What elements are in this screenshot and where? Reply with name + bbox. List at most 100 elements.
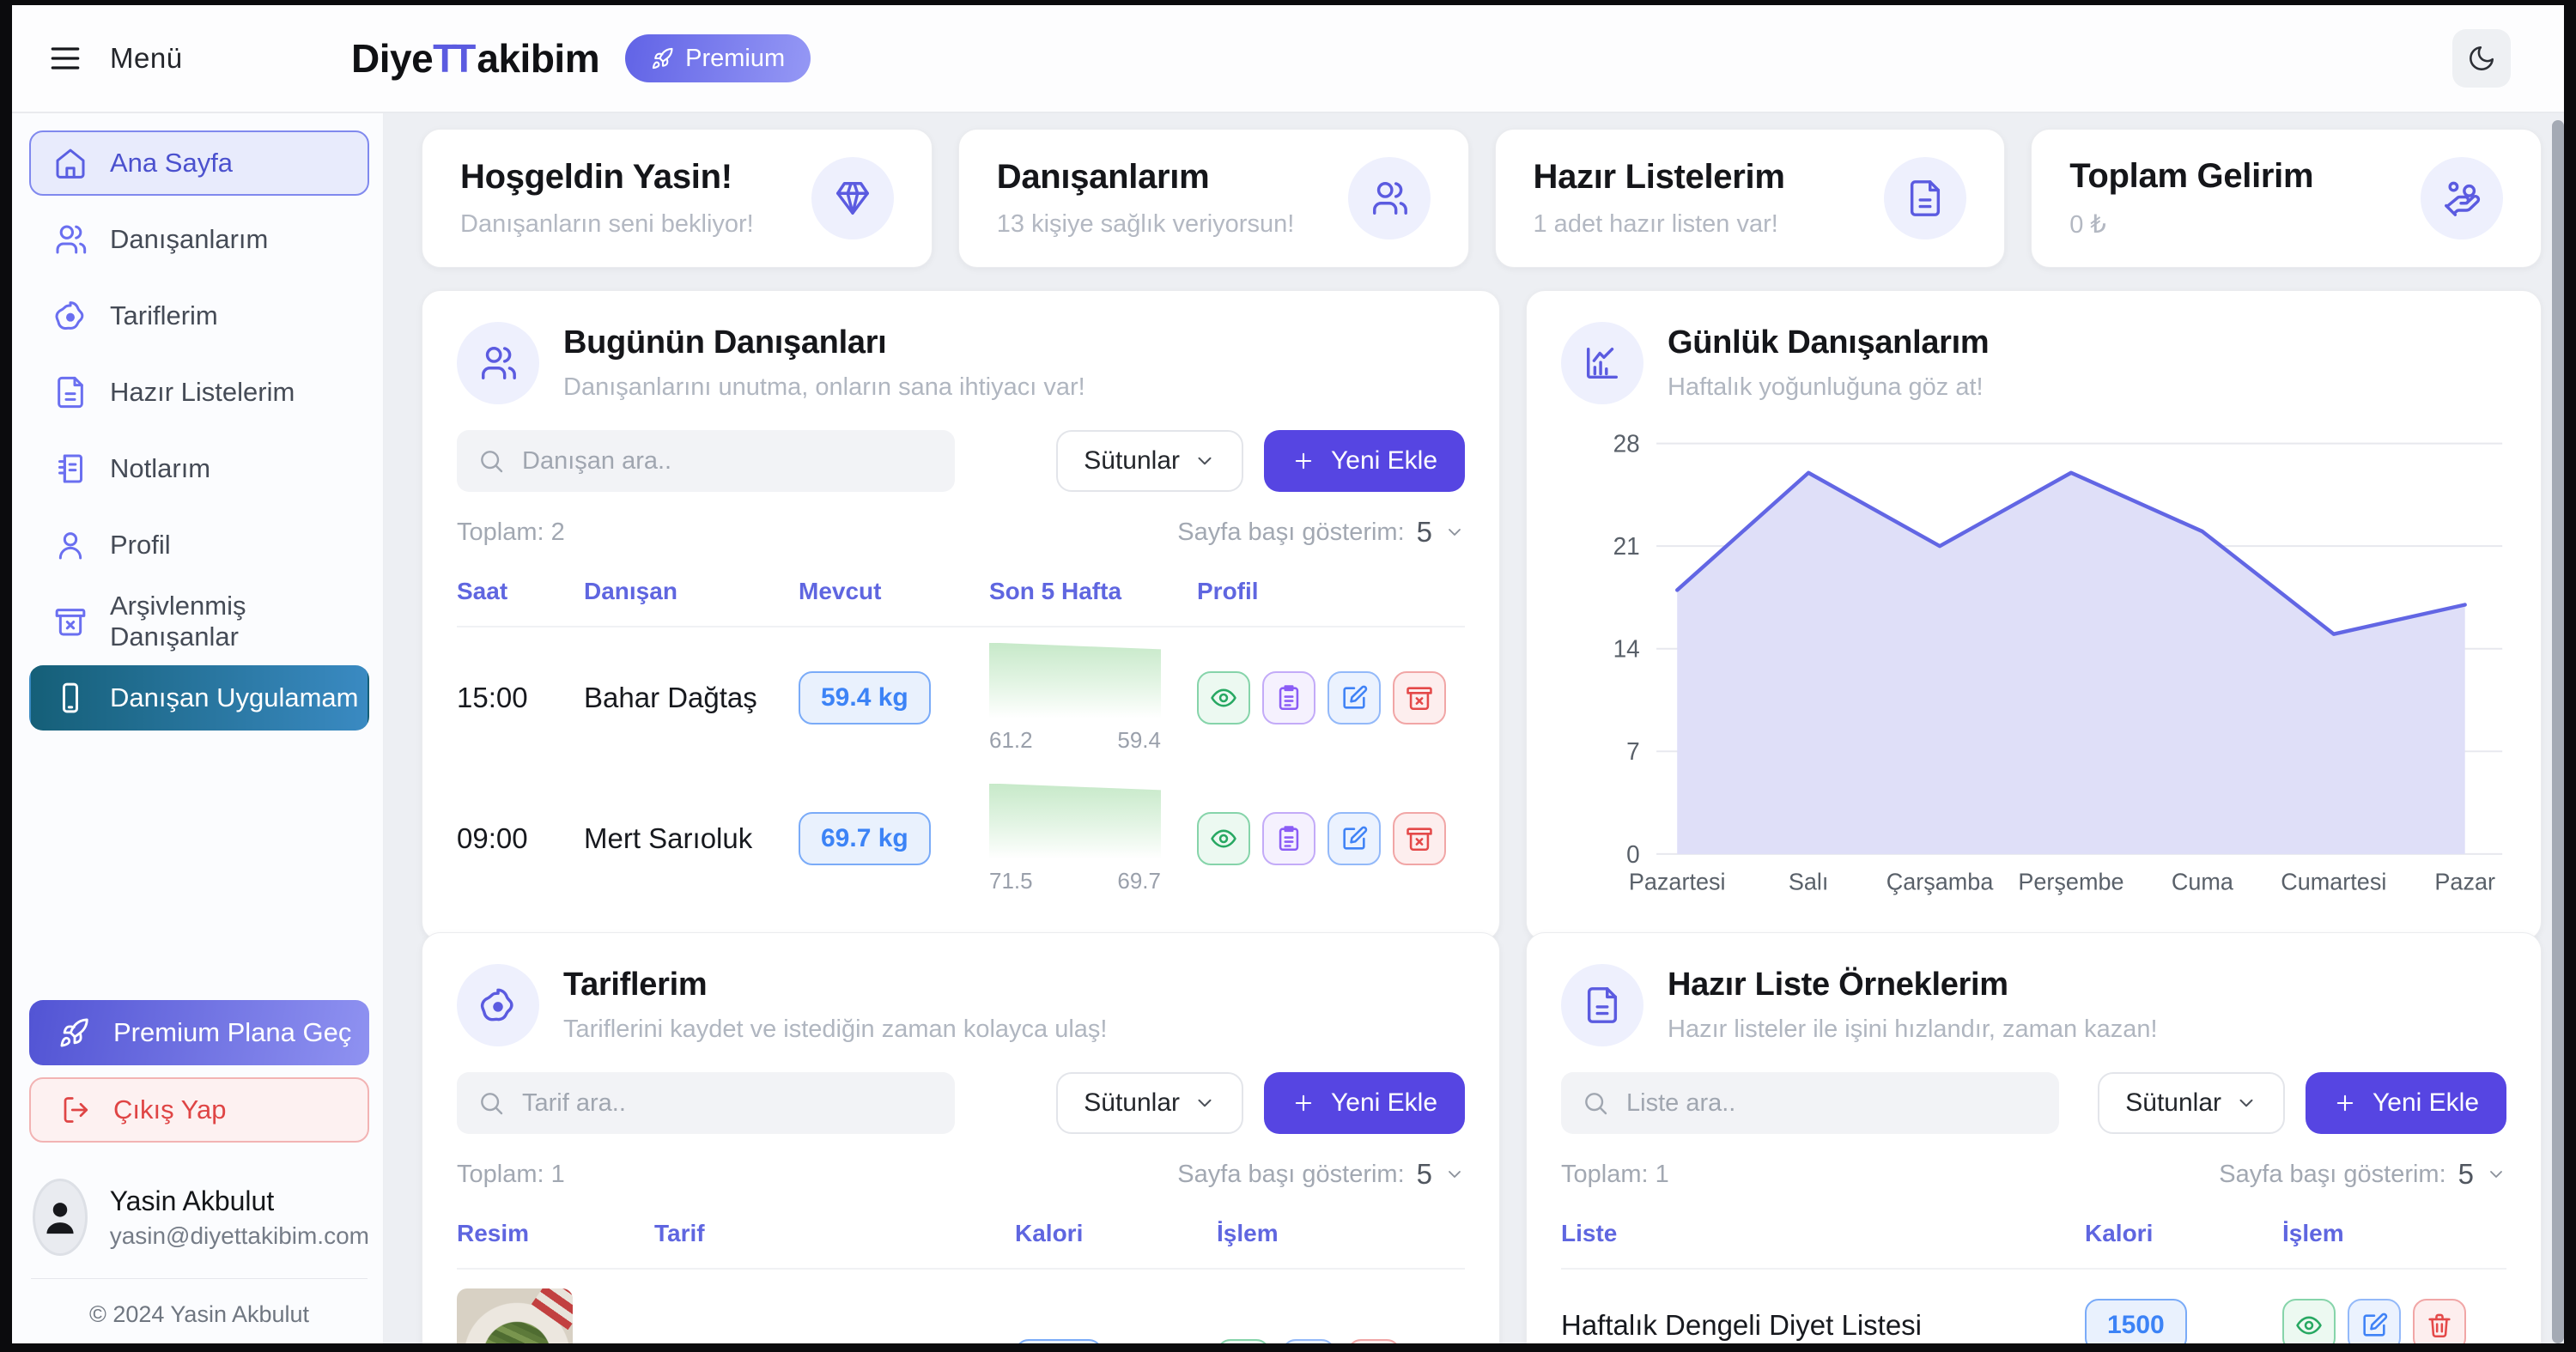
col-profil: Profil bbox=[1197, 578, 1259, 604]
columns-button[interactable]: Sütunlar bbox=[2098, 1072, 2286, 1134]
client-time: 15:00 bbox=[457, 682, 528, 713]
chart-title: Günlük Danışanlarım bbox=[1668, 324, 1990, 361]
logo-text-1: Diye bbox=[351, 36, 434, 81]
panel-title: Hazır Liste Örneklerim bbox=[1668, 967, 2008, 1003]
user-profile-row[interactable]: Yasin Akbulut yasin@diyettakibim.com bbox=[29, 1179, 369, 1256]
client-search-input[interactable] bbox=[520, 446, 934, 476]
columns-button[interactable]: Sütunlar bbox=[1056, 430, 1244, 492]
vertical-scrollbar[interactable] bbox=[2552, 120, 2564, 1343]
col-islem: İşlem bbox=[1217, 1220, 1279, 1246]
chart-icon bbox=[1561, 322, 1643, 404]
recipe-image[interactable] bbox=[457, 1288, 573, 1343]
clipboard-icon bbox=[1274, 683, 1303, 712]
sidebar-item-ana-sayfa[interactable]: Ana Sayfa bbox=[29, 130, 369, 196]
moon-icon bbox=[2467, 44, 2496, 73]
trash-icon bbox=[2425, 1311, 2454, 1340]
stat-card-ready-lists: Hazır Listelerim 1 adet hazır listen var… bbox=[1494, 129, 2006, 268]
plus-icon bbox=[1291, 449, 1315, 473]
col-mevcut: Mevcut bbox=[799, 578, 882, 604]
delete-recipe-button[interactable] bbox=[1347, 1338, 1400, 1343]
client-notes-button[interactable] bbox=[1262, 671, 1315, 725]
chevron-down-icon bbox=[1444, 522, 1465, 543]
archive-client-button[interactable] bbox=[1393, 812, 1446, 865]
stat-subtitle: 13 kişiye sağlık veriyorsun! bbox=[996, 210, 1295, 238]
add-client-button[interactable]: Yeni Ekle bbox=[1264, 430, 1465, 492]
svg-text:28: 28 bbox=[1613, 429, 1640, 457]
hamburger-menu-icon[interactable] bbox=[46, 39, 84, 77]
sidebar-item-profil[interactable]: Profil bbox=[29, 512, 369, 578]
sidebar-item-notlarim[interactable]: Notlarım bbox=[29, 436, 369, 501]
panel-subtitle: Hazır listeler ile işini hızlandır, zama… bbox=[1668, 1016, 2158, 1043]
delete-list-button[interactable] bbox=[2413, 1299, 2466, 1343]
stat-title: Toplam Gelirim bbox=[2069, 157, 2314, 195]
stat-card-clients: Danışanlarım 13 kişiye sağlık veriyorsun… bbox=[957, 129, 1469, 268]
stat-subtitle: 1 adet hazır listen var! bbox=[1533, 210, 1778, 238]
eye-icon bbox=[2294, 1311, 2324, 1340]
user-name: Yasin Akbulut bbox=[109, 1185, 275, 1216]
logout-button[interactable]: Çıkış Yap bbox=[29, 1077, 369, 1143]
columns-button[interactable]: Sütunlar bbox=[1056, 1072, 1244, 1134]
sidebar-item-arsivlenmis-danisanlar[interactable]: Arşivlenmiş Danışanlar bbox=[29, 589, 369, 654]
copyright: © 2024 Yasin Akbulut bbox=[88, 1301, 310, 1327]
client-name: Mert Sarıoluk bbox=[584, 822, 753, 854]
sidebar-item-hazir-listelerim[interactable]: Hazır Listelerim bbox=[29, 360, 369, 425]
rocket-icon bbox=[58, 1016, 91, 1049]
table-row: Haftalık Dengeli Diyet Listesi 1500 bbox=[1561, 1270, 2506, 1343]
client-name: Bahar Dağtaş bbox=[584, 682, 757, 713]
col-kalori: Kalori bbox=[2085, 1220, 2154, 1246]
eye-icon bbox=[1209, 683, 1238, 712]
table-header: Liste Kalori İşlem bbox=[1561, 1220, 2506, 1270]
sidebar-item-danisanlarim[interactable]: Danışanlarım bbox=[29, 207, 369, 272]
edit-client-button[interactable] bbox=[1327, 671, 1381, 725]
add-list-button[interactable]: Yeni Ekle bbox=[2306, 1072, 2506, 1134]
archive-client-button[interactable] bbox=[1393, 671, 1446, 725]
page-size-label: Sayfa başı gösterim: bbox=[2219, 1160, 2446, 1188]
client-notes-button[interactable] bbox=[1262, 812, 1315, 865]
archive-x-icon bbox=[53, 604, 88, 639]
edit-client-button[interactable] bbox=[1327, 812, 1381, 865]
page-size-value: 5 bbox=[1416, 1158, 1432, 1190]
columns-button-label: Sütunlar bbox=[1084, 1088, 1181, 1117]
list-search-input[interactable] bbox=[1625, 1088, 2038, 1119]
view-client-button[interactable] bbox=[1197, 812, 1250, 865]
view-list-button[interactable] bbox=[2282, 1299, 2336, 1343]
spark-end: 59.4 bbox=[1117, 726, 1161, 753]
sidebar-item-label: Hazır Listelerim bbox=[110, 377, 295, 407]
table-header: Saat Danışan Mevcut Son 5 Hafta Profil bbox=[457, 578, 1465, 627]
spark-end: 69.7 bbox=[1117, 867, 1161, 894]
premium-upgrade-button[interactable]: Premium Plana Geç bbox=[29, 1000, 369, 1065]
sidebar-item-tariflerim[interactable]: Tariflerim bbox=[29, 283, 369, 349]
col-son-5-hafta: Son 5 Hafta bbox=[989, 578, 1122, 604]
spark-start: 61.2 bbox=[989, 726, 1033, 753]
recipe-search-box bbox=[457, 1072, 955, 1134]
table-row: 15:00 Bahar Dağtaş 59.4 kg 61.2 59.4 bbox=[457, 627, 1465, 768]
add-recipe-button[interactable]: Yeni Ekle bbox=[1264, 1072, 1465, 1134]
logo-text-2: akibim bbox=[477, 36, 600, 81]
total-count: Toplam: 1 bbox=[1561, 1160, 1669, 1188]
view-client-button[interactable] bbox=[1197, 671, 1250, 725]
page-size-select[interactable]: Sayfa başı gösterim: 5 bbox=[2219, 1158, 2506, 1191]
edit-recipe-button[interactable] bbox=[1282, 1338, 1335, 1343]
premium-badge[interactable]: Premium bbox=[625, 34, 811, 82]
notebook-icon bbox=[53, 452, 88, 486]
list-search-box bbox=[1561, 1072, 2059, 1134]
app-logo[interactable]: Diye TT akibim bbox=[351, 35, 600, 82]
rocket-icon bbox=[651, 46, 675, 70]
col-islem: İşlem bbox=[2282, 1220, 2344, 1246]
sidebar-item-label: Profil bbox=[110, 530, 171, 560]
hand-coins-icon bbox=[2421, 157, 2503, 239]
edit-list-button[interactable] bbox=[2348, 1299, 2401, 1343]
file-text-icon bbox=[1884, 157, 1967, 239]
sidebar-item-label: Arşivlenmiş Danışanlar bbox=[110, 591, 246, 652]
recipe-search-input[interactable] bbox=[520, 1088, 934, 1119]
page-size-select[interactable]: Sayfa başı gösterim: 5 bbox=[1177, 516, 1465, 549]
dark-mode-toggle[interactable] bbox=[2452, 29, 2511, 88]
view-recipe-button[interactable] bbox=[1217, 1338, 1270, 1343]
page-size-select[interactable]: Sayfa başı gösterim: 5 bbox=[1177, 1158, 1465, 1191]
col-resim: Resim bbox=[457, 1220, 530, 1246]
page-size-value: 5 bbox=[2458, 1158, 2474, 1190]
svg-text:Pazartesi: Pazartesi bbox=[1629, 868, 1726, 894]
top-header: Menü Diye TT akibim Premium bbox=[12, 5, 2564, 113]
sidebar-item-danisan-uygulamam[interactable]: Danışan Uygulamam bbox=[29, 665, 369, 731]
stat-subtitle: Danışanların seni bekliyor! bbox=[460, 210, 754, 238]
